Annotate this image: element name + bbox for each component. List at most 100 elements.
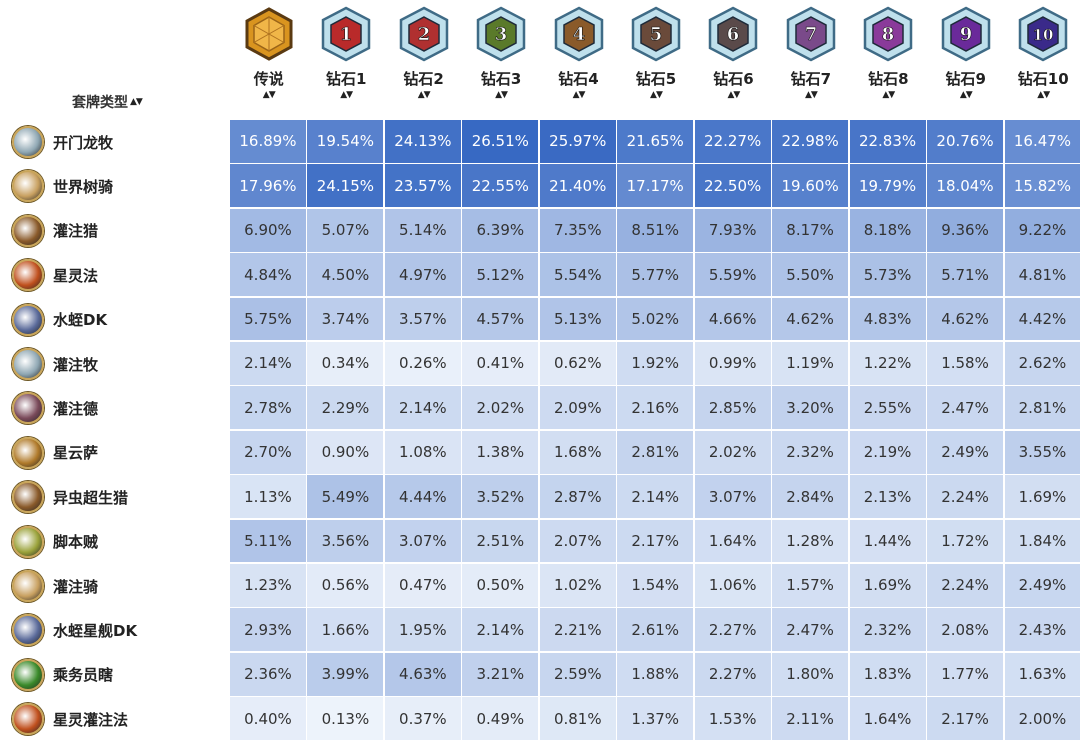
percent-cell: 2.32%: [772, 431, 848, 474]
percent-cell: 2.81%: [1005, 386, 1080, 429]
sort-arrows-icon: ▲▼: [130, 97, 142, 107]
deck-cell[interactable]: 异虫超生猎: [0, 475, 228, 519]
rank-label: 钻石9: [946, 68, 986, 89]
deck-type-sort-button[interactable]: 套牌类型 ▲▼: [72, 92, 142, 112]
sort-arrows-icon[interactable]: ▲▼: [263, 90, 275, 100]
rank-column-header[interactable]: 1 钻石1▲▼: [308, 0, 384, 120]
percent-cell: 6.90%: [230, 209, 306, 252]
percent-cell: 2.55%: [850, 386, 926, 429]
rank-column-header[interactable]: 9 钻石9▲▼: [928, 0, 1004, 120]
deck-cell[interactable]: 水蛭DK: [0, 298, 228, 342]
percent-cell: 2.17%: [617, 520, 693, 563]
percent-cell: 3.74%: [307, 298, 383, 341]
percent-cell: 1.80%: [772, 653, 848, 696]
death-knight-deck-icon: [12, 304, 44, 336]
percent-cell: 0.34%: [307, 342, 383, 385]
percent-cell: 2.02%: [695, 431, 771, 474]
deck-cell[interactable]: 星灵法: [0, 253, 228, 297]
sort-arrows-icon[interactable]: ▲▼: [1037, 90, 1049, 100]
deck-cell[interactable]: 灌注猎: [0, 209, 228, 253]
percent-cell: 5.14%: [385, 209, 461, 252]
deck-cell[interactable]: 灌注德: [0, 386, 228, 430]
deck-cell[interactable]: 脚本贼: [0, 520, 228, 564]
percent-cell: 3.57%: [385, 298, 461, 341]
diamond-rank-5-icon: 5: [628, 6, 684, 62]
percent-cell: 2.24%: [927, 475, 1003, 518]
percent-cell: 2.36%: [230, 653, 306, 696]
sort-arrows-icon[interactable]: ▲▼: [418, 90, 430, 100]
percent-cell: 1.69%: [1005, 475, 1080, 518]
percent-cell: 3.20%: [772, 386, 848, 429]
sort-arrows-icon[interactable]: ▲▼: [573, 90, 585, 100]
percent-cell: 7.93%: [695, 209, 771, 252]
sort-arrows-icon[interactable]: ▲▼: [882, 90, 894, 100]
percent-cell: 2.17%: [927, 697, 1003, 740]
percent-cell: 2.09%: [540, 386, 616, 429]
sort-arrows-icon[interactable]: ▲▼: [650, 90, 662, 100]
rank-column-header[interactable]: 传说▲▼: [231, 0, 307, 120]
diamond-rank-1-icon: 1: [318, 6, 374, 62]
deck-cell[interactable]: 灌注骑: [0, 564, 228, 608]
percent-cell: 4.97%: [385, 253, 461, 296]
percent-cell: 5.12%: [462, 253, 538, 296]
deck-cell[interactable]: 开门龙牧: [0, 120, 228, 164]
percent-cell: 1.64%: [850, 697, 926, 740]
sort-arrows-icon[interactable]: ▲▼: [960, 90, 972, 100]
paladin-deck-icon: [12, 170, 44, 202]
hunter-deck-icon: [12, 215, 44, 247]
percent-cell: 1.72%: [927, 520, 1003, 563]
deck-name: 水蛭DK: [53, 309, 107, 330]
percent-cell: 0.81%: [540, 697, 616, 740]
percent-cell: 2.14%: [385, 386, 461, 429]
rank-label: 钻石1: [326, 68, 366, 89]
deck-cell[interactable]: 乘务员瞎: [0, 653, 228, 697]
deck-cell[interactable]: 世界树骑: [0, 164, 228, 208]
percent-cell: 0.13%: [307, 697, 383, 740]
percent-cell: 16.47%: [1005, 120, 1080, 163]
deck-cell[interactable]: 星灵灌注法: [0, 697, 228, 741]
deck-cell[interactable]: 灌注牧: [0, 342, 228, 386]
percent-cell: 22.83%: [850, 120, 926, 163]
percent-cell: 3.56%: [307, 520, 383, 563]
sort-arrows-icon[interactable]: ▲▼: [805, 90, 817, 100]
priest-deck-icon: [12, 126, 44, 158]
rank-number-text: 5: [650, 24, 663, 45]
deck-cell[interactable]: 星云萨: [0, 431, 228, 475]
deck-cell[interactable]: 水蛭星舰DK: [0, 608, 228, 652]
percent-cell: 3.21%: [462, 653, 538, 696]
percent-cell: 0.50%: [462, 564, 538, 607]
sort-arrows-icon[interactable]: ▲▼: [340, 90, 352, 100]
diamond-rank-9-icon: 9: [938, 6, 994, 62]
sort-arrows-icon[interactable]: ▲▼: [495, 90, 507, 100]
percent-cell: 1.22%: [850, 342, 926, 385]
death-knight-deck-icon: [12, 614, 44, 646]
sort-arrows-icon[interactable]: ▲▼: [728, 90, 740, 100]
percent-cell: 4.50%: [307, 253, 383, 296]
percent-cell: 5.02%: [617, 298, 693, 341]
deck-name: 星云萨: [53, 442, 98, 463]
percent-cell: 19.54%: [307, 120, 383, 163]
percent-cell: 1.53%: [695, 697, 771, 740]
